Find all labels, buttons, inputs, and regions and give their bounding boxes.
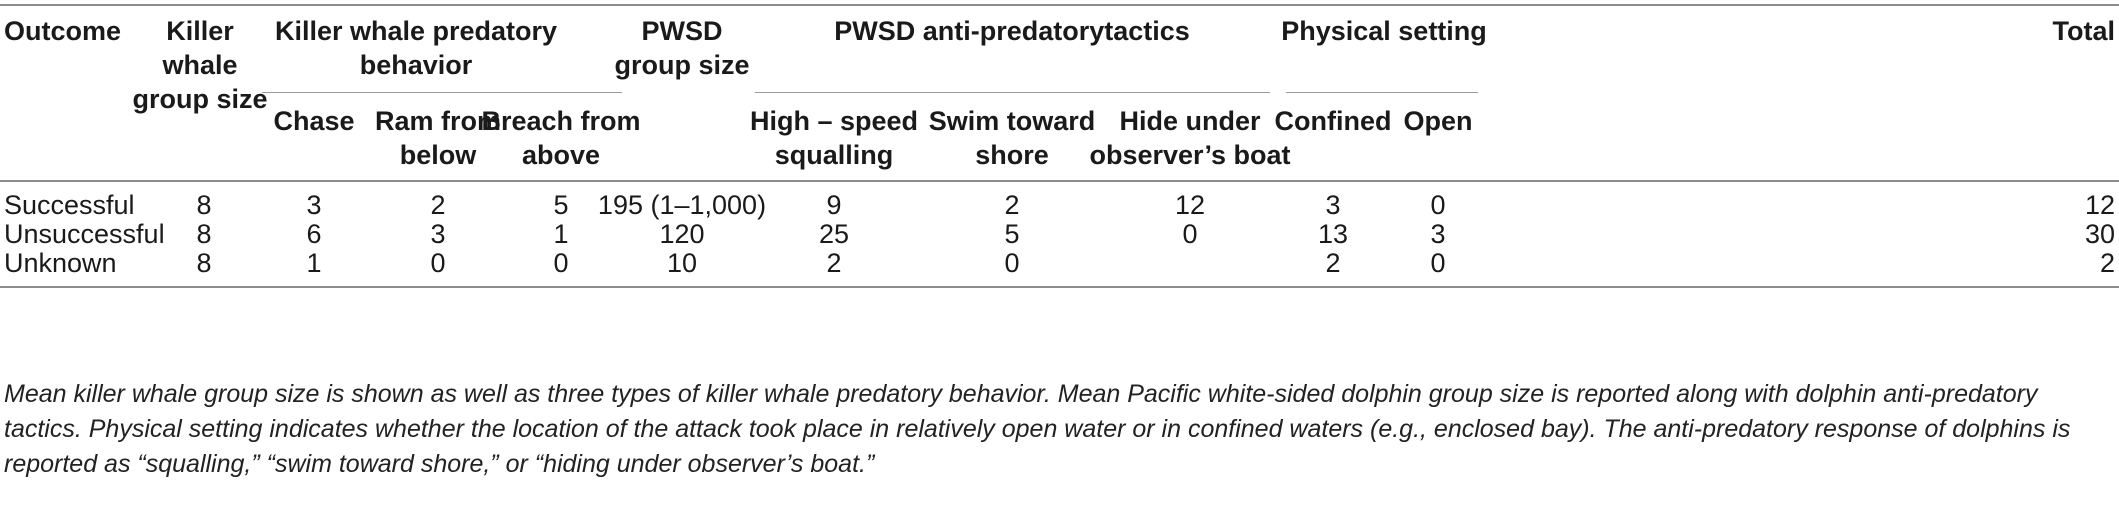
cell-open: 0 (1430, 248, 1446, 278)
cell-breach: 0 (553, 248, 569, 278)
cell-chase: 1 (306, 248, 322, 278)
cell-squalling: 9 (826, 190, 842, 220)
cell-pwsd-group-size: 195 (1–1,000) (597, 190, 767, 220)
cell-kw-group-size: 8 (196, 219, 212, 249)
header-bottom-rule (0, 180, 2119, 182)
cell-confined: 3 (1325, 190, 1341, 220)
cell-open: 3 (1430, 219, 1446, 249)
header-confined: Confined (1274, 106, 1392, 136)
header-kw-group-size: Killer whale group size (132, 16, 268, 114)
cell-pwsd-group-size: 10 (666, 248, 698, 278)
cell-chase: 6 (306, 219, 322, 249)
cell-confined: 2 (1325, 248, 1341, 278)
cell-total: 2 (2099, 248, 2115, 278)
cell-swim: 5 (1004, 219, 1020, 249)
header-outcome: Outcome (4, 16, 122, 46)
cell-total: 30 (2084, 219, 2115, 249)
tactics-span-rule (755, 92, 1270, 93)
cell-hide: 0 (1182, 219, 1198, 249)
header-breach-from-above: Breach from above (481, 106, 641, 170)
cell-ram: 0 (430, 248, 446, 278)
table-bottom-rule (0, 286, 2119, 288)
cell-outcome: Successful (4, 190, 135, 220)
cell-swim: 2 (1004, 190, 1020, 220)
cell-squalling: 25 (818, 219, 850, 249)
cell-chase: 3 (306, 190, 322, 220)
cell-outcome: Unsuccessful (4, 219, 165, 249)
cell-kw-group-size: 8 (196, 190, 212, 220)
physical-span-rule (1286, 92, 1478, 93)
cell-outcome: Unknown (4, 248, 117, 278)
table-top-rule (0, 4, 2119, 6)
table-caption: Mean killer whale group size is shown as… (4, 380, 2071, 478)
cell-squalling: 2 (826, 248, 842, 278)
cell-open: 0 (1430, 190, 1446, 220)
header-swim-toward-shore: Swim toward shore (928, 106, 1096, 170)
cell-total: 12 (2084, 190, 2115, 220)
header-squalling: High – speed squalling (749, 106, 919, 170)
header-ram-from-below: Ram from below (374, 106, 502, 170)
cell-breach: 5 (553, 190, 569, 220)
cell-swim: 0 (1004, 248, 1020, 278)
cell-ram: 3 (430, 219, 446, 249)
header-open: Open (1403, 106, 1473, 136)
header-hide-under-boat: Hide under observer’s boat (1089, 106, 1291, 170)
header-total: Total (2052, 16, 2116, 46)
header-pwsd-tactics: PWSD anti-predatorytactics (834, 16, 1190, 46)
cell-pwsd-group-size: 120 (659, 219, 705, 249)
cell-breach: 1 (553, 219, 569, 249)
header-pwsd-group-size: PWSD group size (614, 16, 750, 80)
cell-confined: 13 (1317, 219, 1349, 249)
header-physical-setting: Physical setting (1281, 16, 1487, 46)
header-kw-behavior: Killer whale predatory behavior (274, 16, 558, 80)
kw-behavior-span-rule (262, 92, 622, 93)
cell-ram: 2 (430, 190, 446, 220)
header-chase: Chase (273, 106, 355, 136)
cell-hide: 12 (1174, 190, 1206, 220)
cell-kw-group-size: 8 (196, 248, 212, 278)
